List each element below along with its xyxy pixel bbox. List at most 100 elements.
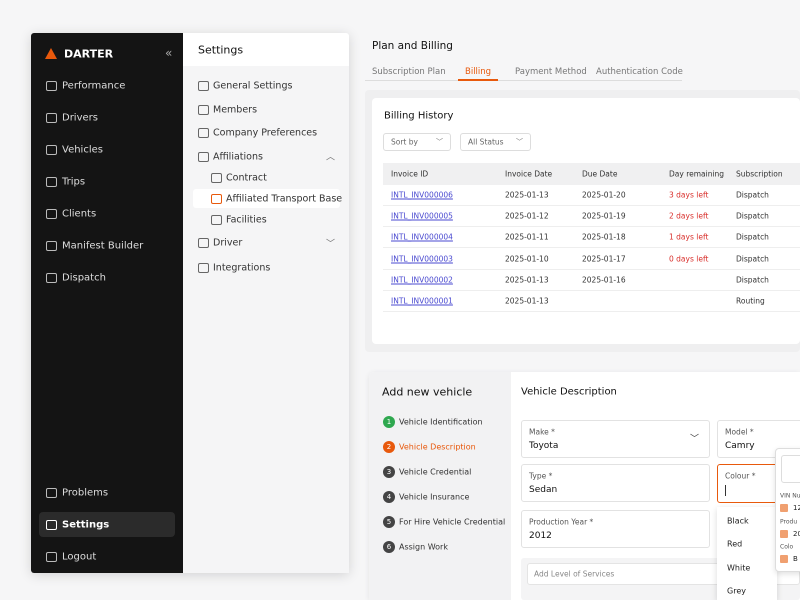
step-label[interactable]: For Hire Vehicle Credential [399, 517, 506, 527]
table-cell[interactable]: INTL_INV000005 [391, 211, 453, 221]
field-label: Model * [725, 427, 754, 437]
nav-item[interactable]: Performance [62, 80, 126, 92]
table-header-cell: Due Date [582, 169, 618, 179]
table-cell: 2025-01-16 [582, 275, 626, 285]
row-line [383, 289, 800, 291]
tab[interactable]: Authentication Code [596, 67, 683, 77]
field[interactable] [717, 420, 800, 458]
table-cell: 2025-01-13 [505, 275, 549, 285]
icon [211, 215, 222, 225]
table-cell[interactable]: INTL_INV000002 [391, 275, 453, 285]
icon [198, 152, 209, 162]
preview-label: Produ [780, 518, 798, 526]
filter[interactable] [460, 133, 531, 151]
field[interactable] [717, 464, 800, 503]
field-value: Camry [725, 441, 755, 451]
step-label[interactable]: Vehicle Description [399, 442, 476, 452]
settings-item[interactable]: Integrations [213, 262, 271, 274]
collapse[interactable]: « [165, 46, 173, 60]
dropdown-option[interactable]: White [727, 563, 751, 573]
caret: ﹀ [436, 138, 443, 146]
field-value: 2012 [529, 531, 552, 541]
filter[interactable] [383, 133, 451, 151]
step-label[interactable]: Vehicle Identification [399, 417, 483, 427]
section-title: Vehicle Description [521, 386, 617, 398]
settings-item[interactable]: Facilities [226, 214, 267, 226]
settings-item[interactable]: Company Preferences [213, 127, 318, 139]
nav-item[interactable]: Vehicles [62, 144, 103, 156]
tab[interactable]: Payment Method [515, 67, 587, 77]
icon [46, 81, 57, 91]
step-number: 1 [383, 416, 395, 428]
billing-card [372, 98, 800, 344]
row-line [383, 205, 800, 206]
table-cell[interactable]: INTL_INV000006 [391, 190, 453, 200]
nav-item[interactable]: Trips [62, 176, 86, 188]
dropdown-option[interactable]: Black [727, 516, 749, 526]
table-cell: Dispatch [736, 232, 769, 242]
table-cell: 2025-01-12 [505, 211, 549, 221]
preview-icon [780, 504, 788, 512]
table-cell: 2025-01-13 [505, 296, 549, 306]
step-number: 3 [383, 466, 395, 478]
icon [46, 488, 57, 498]
icon [198, 128, 209, 138]
cursor [725, 485, 726, 496]
caret: ﹀ [516, 138, 523, 146]
nav-item[interactable]: Clients [62, 208, 97, 220]
table-cell[interactable]: INTL_INV000001 [391, 296, 453, 306]
row-line [383, 311, 800, 312]
settings-item[interactable]: Affiliated Transport Base [226, 193, 343, 205]
active-nav [39, 512, 175, 537]
step-label[interactable]: Vehicle Credential [399, 467, 472, 477]
icon [46, 241, 57, 251]
nav-item[interactable]: Drivers [62, 112, 98, 124]
icon [198, 105, 209, 115]
settings-item[interactable]: Contract [226, 172, 267, 184]
field-value: Toyota [529, 441, 559, 451]
table-cell: Dispatch [736, 211, 769, 221]
field[interactable] [521, 464, 710, 502]
settings-body [183, 66, 349, 573]
active-item [193, 189, 340, 208]
table-cell: Dispatch [736, 275, 769, 285]
table-cell[interactable]: INTL_INV000003 [391, 254, 453, 264]
step-label[interactable]: Vehicle Insurance [399, 492, 470, 502]
table-cell: 2025-01-20 [582, 190, 626, 200]
filter-label: Sort by [391, 137, 418, 147]
icon [46, 273, 57, 283]
nav-item[interactable]: Settings [62, 519, 110, 531]
step-number: 5 [383, 516, 395, 528]
dropdown-option[interactable]: Grey [727, 586, 746, 596]
field[interactable] [521, 420, 710, 458]
table-header-cell: Day remaining [669, 169, 725, 179]
preview-label: Colo [780, 543, 794, 551]
step-label[interactable]: Assign Work [399, 542, 448, 552]
field-label: Colour * [725, 471, 756, 481]
nav-item[interactable]: Problems [62, 487, 109, 499]
nav-item[interactable]: Logout [62, 551, 97, 563]
settings-item[interactable]: Affiliations [213, 151, 263, 163]
table-cell: 2025-01-11 [505, 232, 549, 242]
nav-item[interactable]: Manifest Builder [62, 240, 144, 252]
table-header-cell: Invoice Date [505, 169, 553, 179]
step-number: 2 [383, 441, 395, 453]
settings-item[interactable]: Driver [213, 237, 243, 249]
settings-item[interactable]: Members [213, 104, 258, 116]
step-number: 6 [383, 541, 395, 553]
table-cell[interactable]: INTL_INV000004 [391, 232, 453, 242]
table-header-cell: Invoice ID [391, 169, 429, 179]
field[interactable] [521, 510, 710, 548]
table-cell: Dispatch [736, 190, 769, 200]
tab[interactable]: Subscription Plan [372, 67, 446, 77]
icon [46, 209, 57, 219]
dropdown-option[interactable]: Red [727, 539, 743, 549]
table-cell: 2025-01-13 [505, 190, 549, 200]
field-label: Make * [529, 427, 555, 437]
tab[interactable]: Billing [465, 67, 492, 77]
dropdown [717, 507, 777, 600]
settings-item[interactable]: General Settings [213, 80, 293, 92]
nav-item[interactable]: Dispatch [62, 272, 106, 284]
icon [211, 194, 222, 204]
preview-icon [780, 530, 788, 538]
